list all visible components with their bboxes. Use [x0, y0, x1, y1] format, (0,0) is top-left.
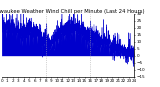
- Title: Milwaukee Weather Wind Chill per Minute (Last 24 Hours): Milwaukee Weather Wind Chill per Minute …: [0, 9, 144, 14]
